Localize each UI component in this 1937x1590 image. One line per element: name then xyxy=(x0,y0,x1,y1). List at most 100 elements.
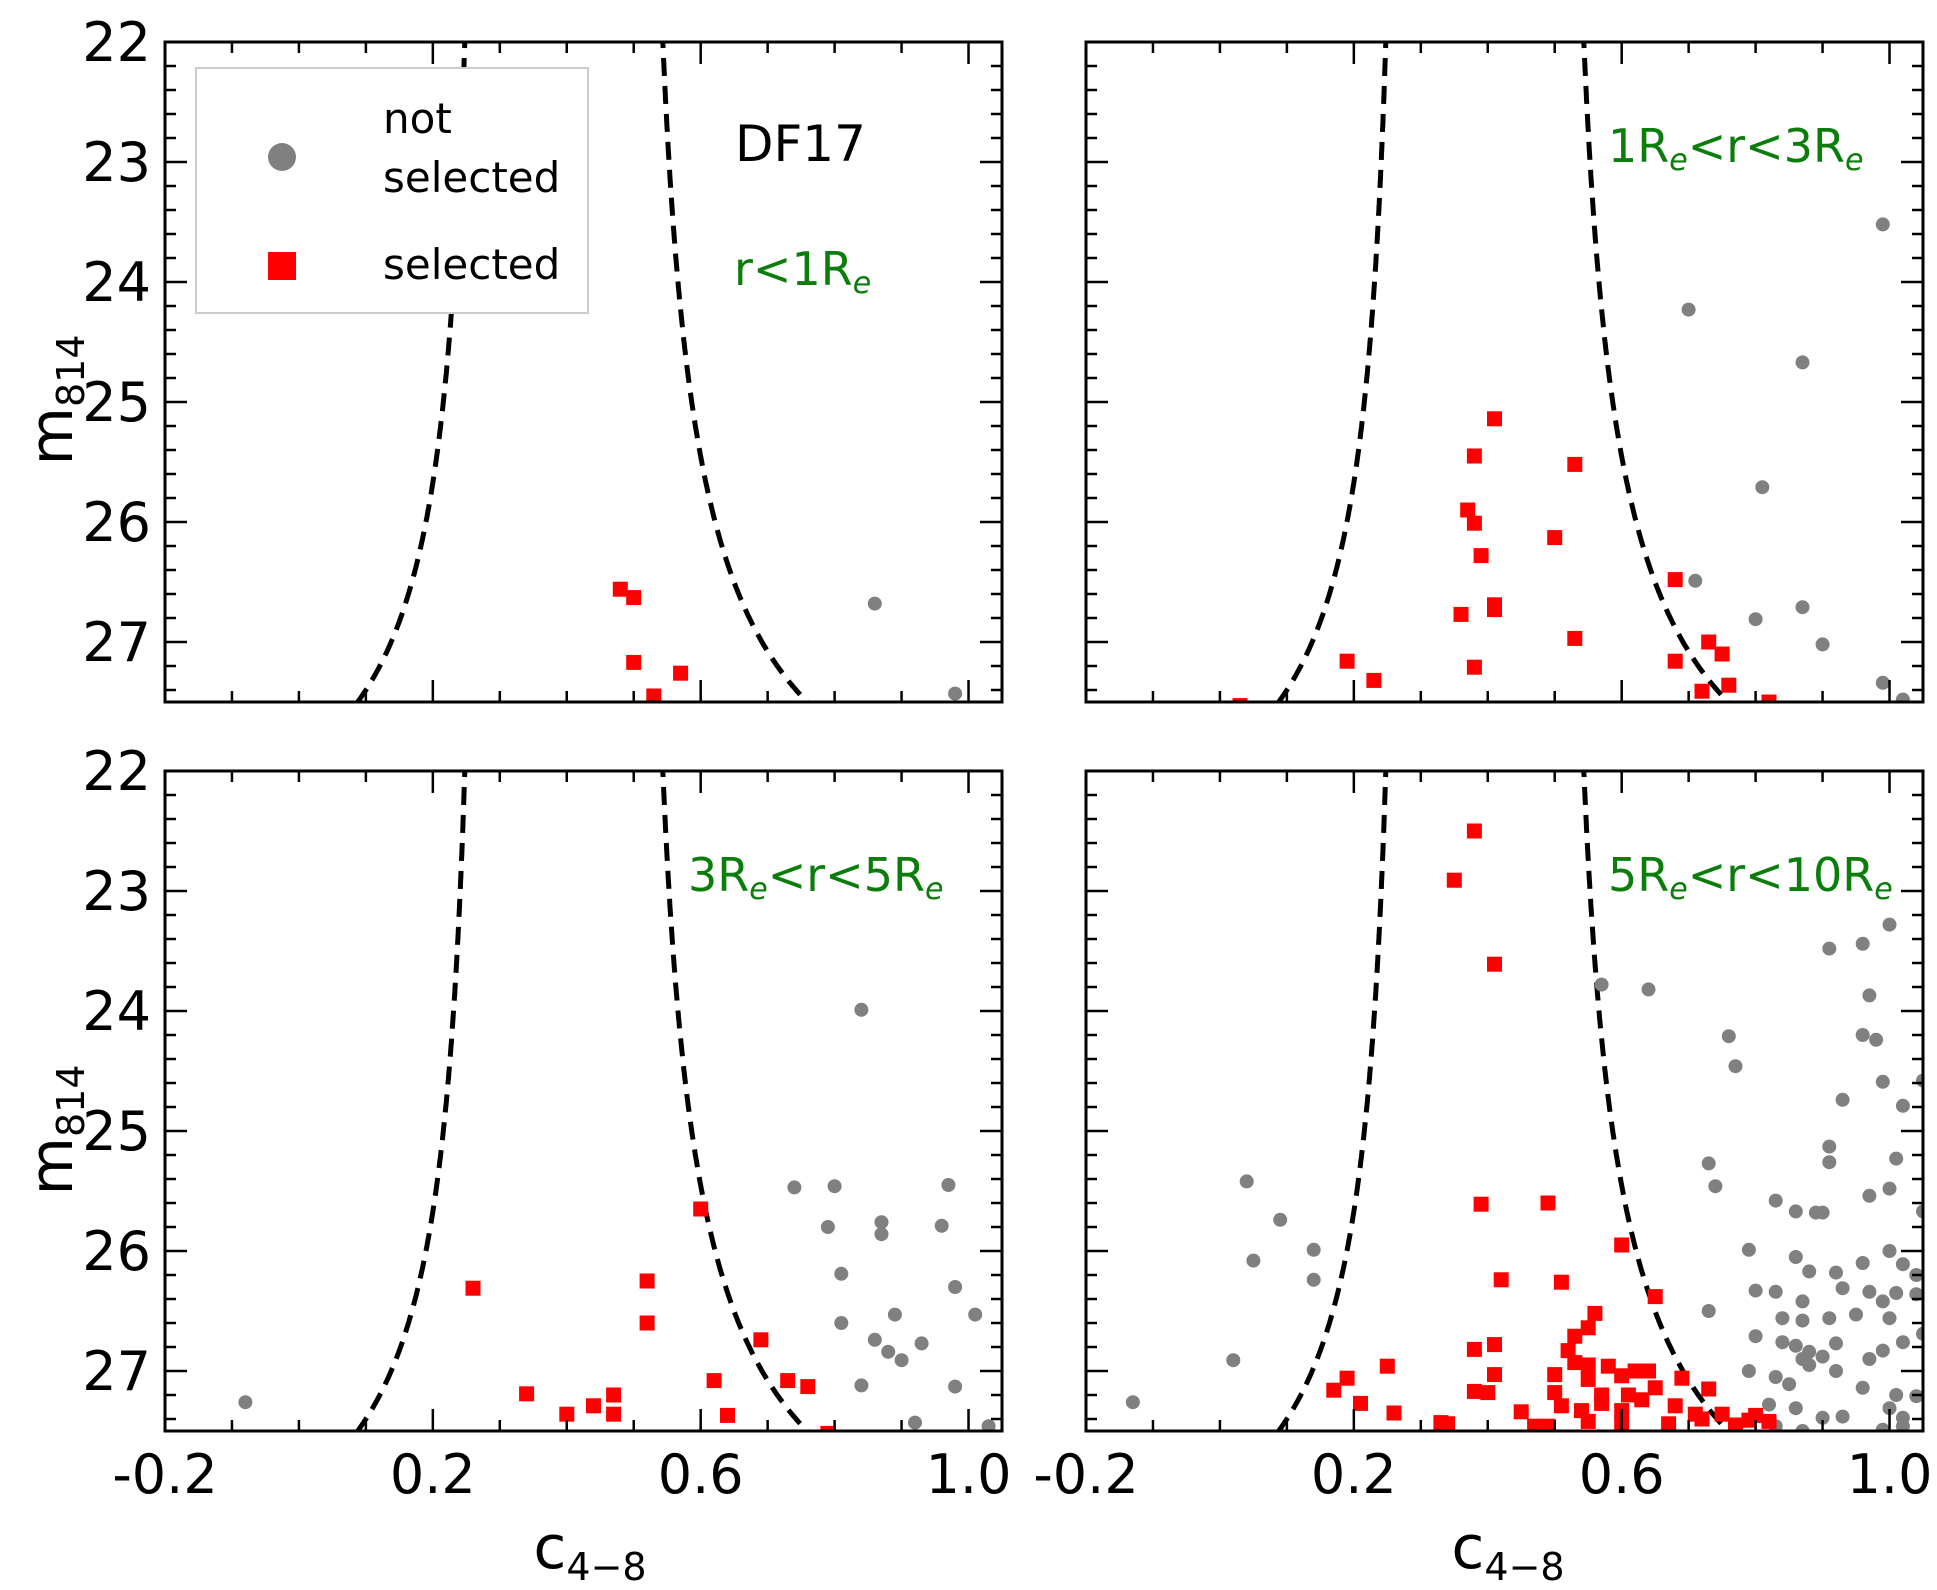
selected-point xyxy=(1473,548,1489,564)
selected-point xyxy=(1440,1416,1456,1431)
legend-not-selected-line1: not xyxy=(383,94,452,143)
selected-point xyxy=(1547,1385,1563,1401)
selected-point xyxy=(1487,1367,1502,1383)
selected-point xyxy=(1661,1416,1677,1431)
x-axis-label-right: c4−8 xyxy=(1451,1513,1564,1589)
not-selected-point xyxy=(854,1378,869,1393)
not-selected-point xyxy=(1226,1353,1241,1368)
selected-point xyxy=(1547,1367,1563,1383)
not-selected-point xyxy=(1775,1335,1790,1350)
not-selected-point xyxy=(1882,917,1897,932)
not-selected-point xyxy=(948,1280,963,1294)
selected-point xyxy=(1487,956,1502,972)
not-selected-point xyxy=(1889,1388,1904,1402)
not-selected-point xyxy=(1768,1193,1783,1208)
not-selected-point xyxy=(1701,1156,1716,1171)
selection-boundary-left xyxy=(1275,42,1389,702)
selected-point xyxy=(1614,1237,1630,1253)
y-tick-label: 26 xyxy=(82,491,151,554)
not-selected-point xyxy=(867,596,882,611)
selected-point xyxy=(1553,1398,1569,1414)
selected-point xyxy=(606,1387,622,1403)
not-selected-point xyxy=(1889,1286,1904,1300)
not-selected-point xyxy=(1875,1422,1890,1431)
not-selected-point xyxy=(1775,1311,1790,1326)
not-selected-point xyxy=(1895,1098,1910,1113)
not-selected-point xyxy=(1802,1264,1817,1279)
not-selected-point xyxy=(1795,1294,1810,1309)
not-selected-point xyxy=(1708,1179,1723,1194)
legend-frame xyxy=(195,67,589,314)
not-selected-point xyxy=(1829,1336,1843,1351)
not-selected-point xyxy=(981,1419,996,1431)
selected-point xyxy=(1567,630,1583,646)
not-selected-point xyxy=(1788,1401,1803,1416)
selected-point xyxy=(1480,1385,1496,1401)
axes-frame xyxy=(1084,40,1925,704)
not-selected-point xyxy=(1802,1358,1817,1372)
selected-point xyxy=(626,654,642,670)
not-selected-point xyxy=(1862,1284,1877,1299)
not-selected-point xyxy=(914,1336,929,1351)
not-selected-point xyxy=(1815,1349,1830,1364)
selected-point xyxy=(1641,1363,1656,1379)
selected-point xyxy=(1694,683,1710,699)
not-selected-point xyxy=(854,1002,869,1017)
not-selected-point xyxy=(1782,1377,1797,1392)
not-selected-point xyxy=(1728,1059,1743,1074)
selected-point xyxy=(1721,677,1737,693)
selected-point xyxy=(1620,1387,1636,1403)
not-selected-point xyxy=(1849,1307,1863,1322)
selected-point xyxy=(753,1332,769,1348)
not-selected-point xyxy=(1788,1204,1803,1219)
not-selected-point xyxy=(238,1395,253,1410)
not-selected-point xyxy=(894,1353,909,1368)
selected-point xyxy=(1527,1418,1543,1431)
not-selected-point xyxy=(1688,573,1703,588)
y-tick-label: 24 xyxy=(82,251,151,314)
selected-point xyxy=(1587,1305,1603,1321)
y-tick-label: 27 xyxy=(82,611,151,674)
selection-boundary-right xyxy=(1581,771,1732,1431)
not-selected-point xyxy=(1895,1257,1910,1272)
selected-point xyxy=(1326,1382,1342,1398)
not-selected-point xyxy=(1882,1311,1897,1326)
not-selected-point xyxy=(1822,1311,1837,1326)
not-selected-point xyxy=(1755,480,1770,495)
not-selected-point xyxy=(948,686,963,701)
selected-point xyxy=(1667,572,1683,588)
selected-point xyxy=(1701,1381,1717,1397)
selected-point xyxy=(1553,1274,1569,1290)
not-selected-point xyxy=(1246,1253,1261,1268)
not-selected-point xyxy=(1855,1028,1870,1042)
selected-point xyxy=(1339,653,1355,669)
selected-point xyxy=(1540,1418,1556,1431)
not-selected-point xyxy=(820,1220,835,1234)
selected-point xyxy=(639,1315,655,1331)
selected-point xyxy=(1466,659,1482,675)
y-tick-label: 22 xyxy=(82,11,151,74)
selected-point xyxy=(1466,1383,1482,1399)
selected-point xyxy=(1647,1289,1663,1305)
x-tick-label: 0.2 xyxy=(1311,1443,1397,1506)
not-selected-point xyxy=(1882,1401,1897,1416)
not-selected-point xyxy=(1882,1181,1897,1196)
selected-point xyxy=(800,1379,816,1395)
not-selected-point xyxy=(1875,1294,1890,1309)
not-selected-point xyxy=(1822,941,1837,956)
panel-bottom-left: 22 23 24 25 26 27 -0.2 0.2 0.6 1.0 xyxy=(82,740,1011,1506)
not-selected-point xyxy=(827,1179,842,1194)
y-tick-label: 24 xyxy=(82,980,151,1043)
selected-point xyxy=(673,665,689,681)
x-tick-label: 0.6 xyxy=(658,1443,744,1506)
selected-point xyxy=(1466,448,1482,464)
x-tick-label: -0.2 xyxy=(1033,1443,1138,1506)
selected-point xyxy=(1667,1398,1683,1414)
not-selected-point xyxy=(834,1266,849,1281)
not-selected-point xyxy=(787,1180,802,1195)
selected-point xyxy=(1627,1363,1643,1379)
not-selected-point xyxy=(1895,1419,1910,1431)
selected-point xyxy=(1600,1358,1616,1374)
selected-point xyxy=(1453,606,1469,622)
